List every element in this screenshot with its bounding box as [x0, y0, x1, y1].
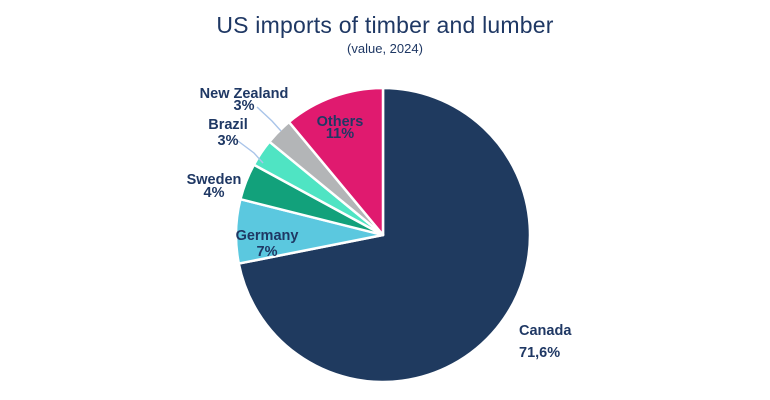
- leader-line-brazil: [237, 140, 264, 164]
- pie-slice-others: [287, 86, 385, 237]
- chart-title: US imports of timber and lumber: [216, 12, 554, 38]
- slice-label-brazil: Brazil: [208, 117, 248, 133]
- slice-value-new-zealand: 3%: [234, 98, 255, 114]
- slice-label-canada: Canada: [519, 323, 572, 339]
- leader-line-new-zealand: [256, 106, 282, 132]
- slice-label-sweden: Sweden: [187, 172, 242, 188]
- slice-label-germany: Germany: [236, 228, 299, 244]
- slice-value-canada: 71,6%: [519, 345, 560, 361]
- slice-value-sweden: 4%: [204, 185, 225, 201]
- slice-label-others: Others: [317, 114, 364, 130]
- slice-value-others: 11%: [326, 126, 354, 142]
- slice-value-germany: 7%: [257, 244, 278, 260]
- chart-subtitle: (value, 2024): [347, 41, 423, 56]
- slice-label-new-zealand: New Zealand: [200, 86, 289, 102]
- pie-slice-canada: [237, 86, 532, 384]
- slice-value-brazil: 3%: [218, 133, 239, 149]
